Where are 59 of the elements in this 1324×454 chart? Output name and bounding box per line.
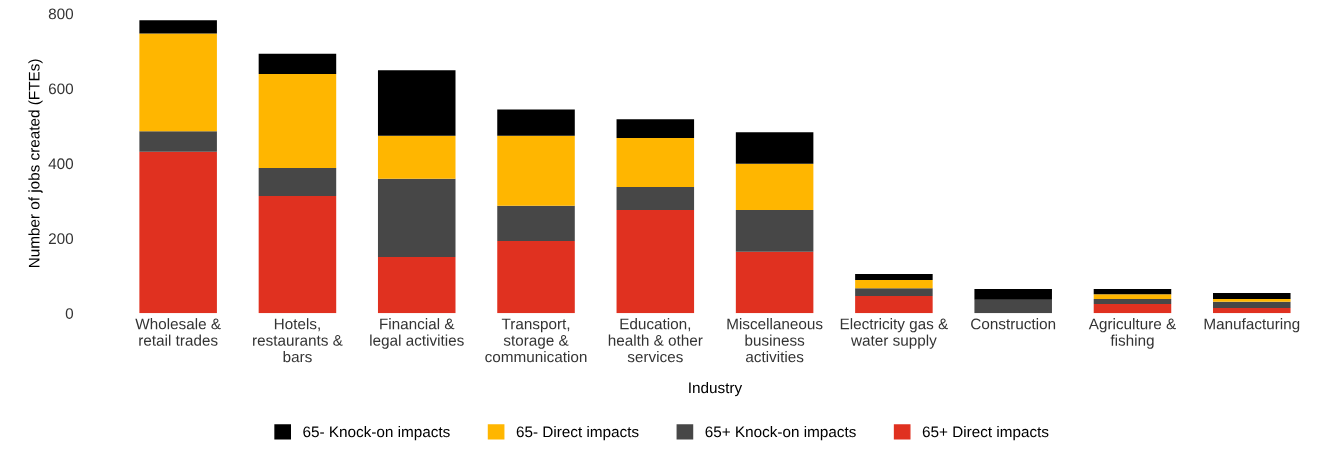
bar — [377, 178, 456, 258]
bar — [1213, 293, 1291, 300]
bar — [616, 137, 695, 188]
bar — [735, 209, 814, 252]
bar — [735, 132, 814, 164]
bar — [258, 167, 337, 197]
bar — [735, 163, 814, 210]
bar — [974, 288, 1052, 300]
x-tick-label: Agriculture & fishing — [1088, 318, 1176, 349]
y-axis-title: Number of jobs created (FTEs) — [28, 59, 43, 268]
bar — [377, 257, 456, 314]
bar — [974, 299, 1052, 314]
bar — [616, 119, 695, 138]
bar — [1093, 288, 1172, 295]
bar — [258, 196, 337, 314]
y-tick-label: 400 — [48, 158, 74, 170]
bar — [616, 209, 695, 314]
bar — [139, 20, 217, 34]
legend-label: 65- Direct impacts — [516, 426, 639, 441]
bar — [497, 240, 575, 314]
bar — [855, 279, 933, 289]
bar — [377, 70, 456, 136]
x-tick-label: Construction — [971, 318, 1056, 330]
bar — [377, 135, 456, 179]
y-tick-label: 800 — [48, 8, 74, 20]
bar — [1213, 308, 1291, 314]
bar — [1093, 299, 1172, 304]
bar — [855, 296, 933, 314]
bar — [735, 251, 814, 314]
y-tick-label: 600 — [48, 83, 74, 95]
legend-label: 65+ Direct impacts — [922, 426, 1049, 441]
bar — [497, 109, 575, 136]
bar — [1093, 303, 1172, 314]
bar — [1213, 301, 1291, 309]
bar — [139, 151, 217, 314]
bar — [139, 33, 217, 132]
bar — [497, 205, 575, 241]
x-tick-label: Miscellaneous business activities — [727, 318, 823, 363]
bar — [855, 273, 933, 280]
bar — [616, 187, 695, 210]
x-tick-label: Wholesale & retail trades — [135, 318, 221, 346]
bar — [1213, 299, 1291, 302]
bar — [139, 131, 217, 152]
legend-label: 65- Knock-on impacts — [303, 426, 450, 441]
y-tick-label: 200 — [48, 233, 74, 245]
bar — [1093, 294, 1172, 300]
x-tick-label: Hotels, restaurants & bars — [253, 318, 343, 363]
bar — [855, 288, 933, 297]
y-tick-label: 0 — [65, 308, 74, 319]
legend-label: 65+ Knock-on impacts — [705, 426, 856, 441]
bar — [258, 73, 337, 168]
x-axis-title: Industry — [689, 381, 743, 397]
x-tick-label: Education, health & other services — [608, 318, 703, 363]
x-tick-label: Transport, storage & communication — [485, 318, 587, 363]
bar — [497, 135, 575, 206]
x-tick-label: Financial & legal activities — [370, 318, 464, 349]
x-tick-label: Electricity gas & water supply — [840, 318, 948, 349]
bar — [258, 53, 337, 74]
x-tick-label: Manufacturing — [1204, 318, 1300, 333]
